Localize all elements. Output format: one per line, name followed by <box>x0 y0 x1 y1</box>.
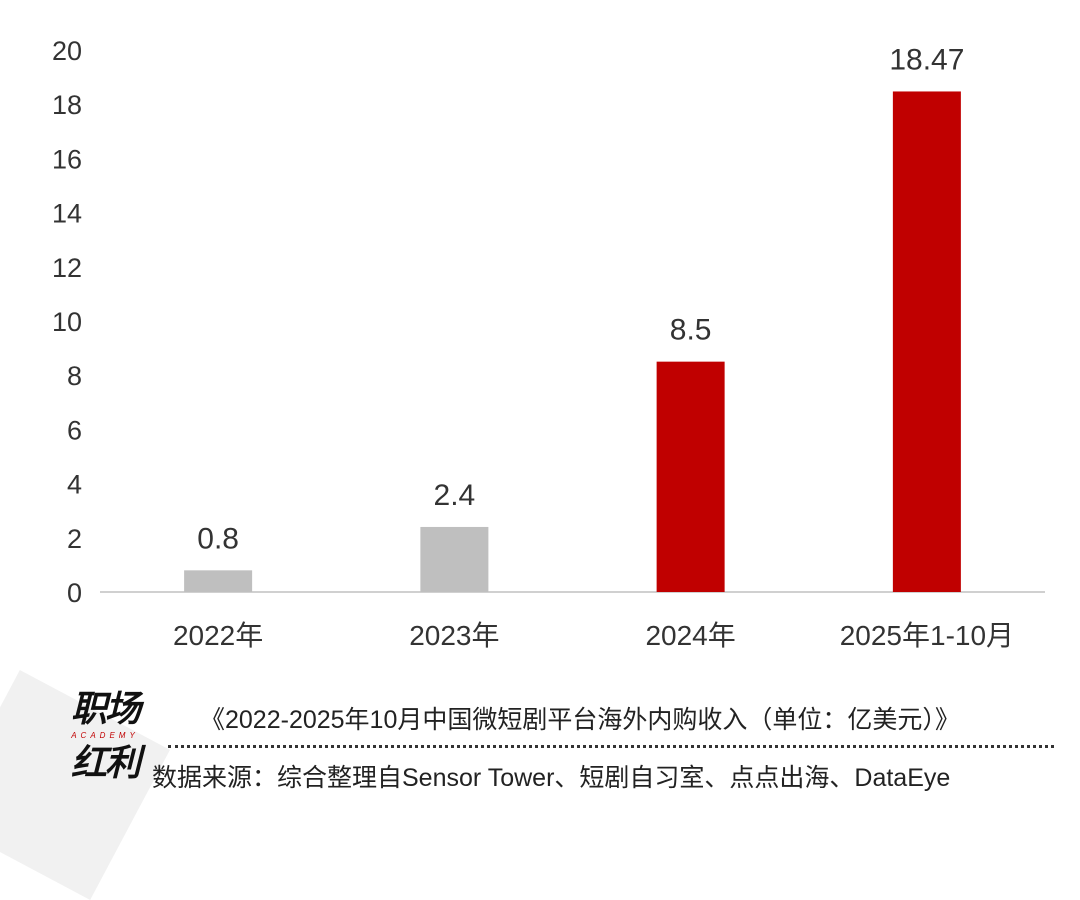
bar-4 <box>892 91 961 592</box>
x-tick-label-3: 2024年 <box>645 620 735 651</box>
dotted-divider <box>168 745 1054 748</box>
bar-1 <box>184 570 253 592</box>
x-tick-label-2: 2023年 <box>409 620 499 651</box>
y-tick-label: 6 <box>67 415 82 445</box>
y-tick-label: 2 <box>67 524 82 554</box>
data-label-1: 0.8 <box>197 522 239 555</box>
y-tick-label: 18 <box>52 90 82 120</box>
y-tick-label: 16 <box>52 144 82 174</box>
y-tick-label: 14 <box>52 199 82 229</box>
bar-2 <box>420 526 489 592</box>
logo-top-text: 职场 <box>70 689 141 730</box>
brand-logo: 职场 ACADEMY 红利 <box>55 690 155 820</box>
y-tick-label: 0 <box>67 578 82 608</box>
data-label-3: 8.5 <box>670 314 712 347</box>
logo-academy-text: ACADEMY <box>71 731 139 740</box>
x-tick-label-4: 2025年1-10月 <box>840 620 1014 651</box>
y-tick-label: 12 <box>52 253 82 283</box>
logo-bottom-text: 红利 <box>70 743 141 784</box>
bar-3 <box>656 361 725 592</box>
x-tick-label-1: 2022年 <box>173 620 263 651</box>
data-source-note: 数据来源：综合整理自Sensor Tower、短剧自习室、点点出海、DataEy… <box>152 764 951 792</box>
y-tick-label: 10 <box>52 307 82 337</box>
chart-title: 《2022-2025年10月中国微短剧平台海外内购收入（单位：亿美元）》 <box>200 706 960 734</box>
y-tick-label: 20 <box>52 36 82 66</box>
bar-chart: 0 2 4 6 8 10 12 14 16 18 20 0.8 2022年 2.4 2023年 8.5 2024… <box>52 36 1045 651</box>
y-tick-label: 4 <box>67 470 82 500</box>
data-label-2: 2.4 <box>434 479 476 512</box>
y-tick-label: 8 <box>67 361 82 391</box>
data-label-4: 18.47 <box>889 43 964 76</box>
